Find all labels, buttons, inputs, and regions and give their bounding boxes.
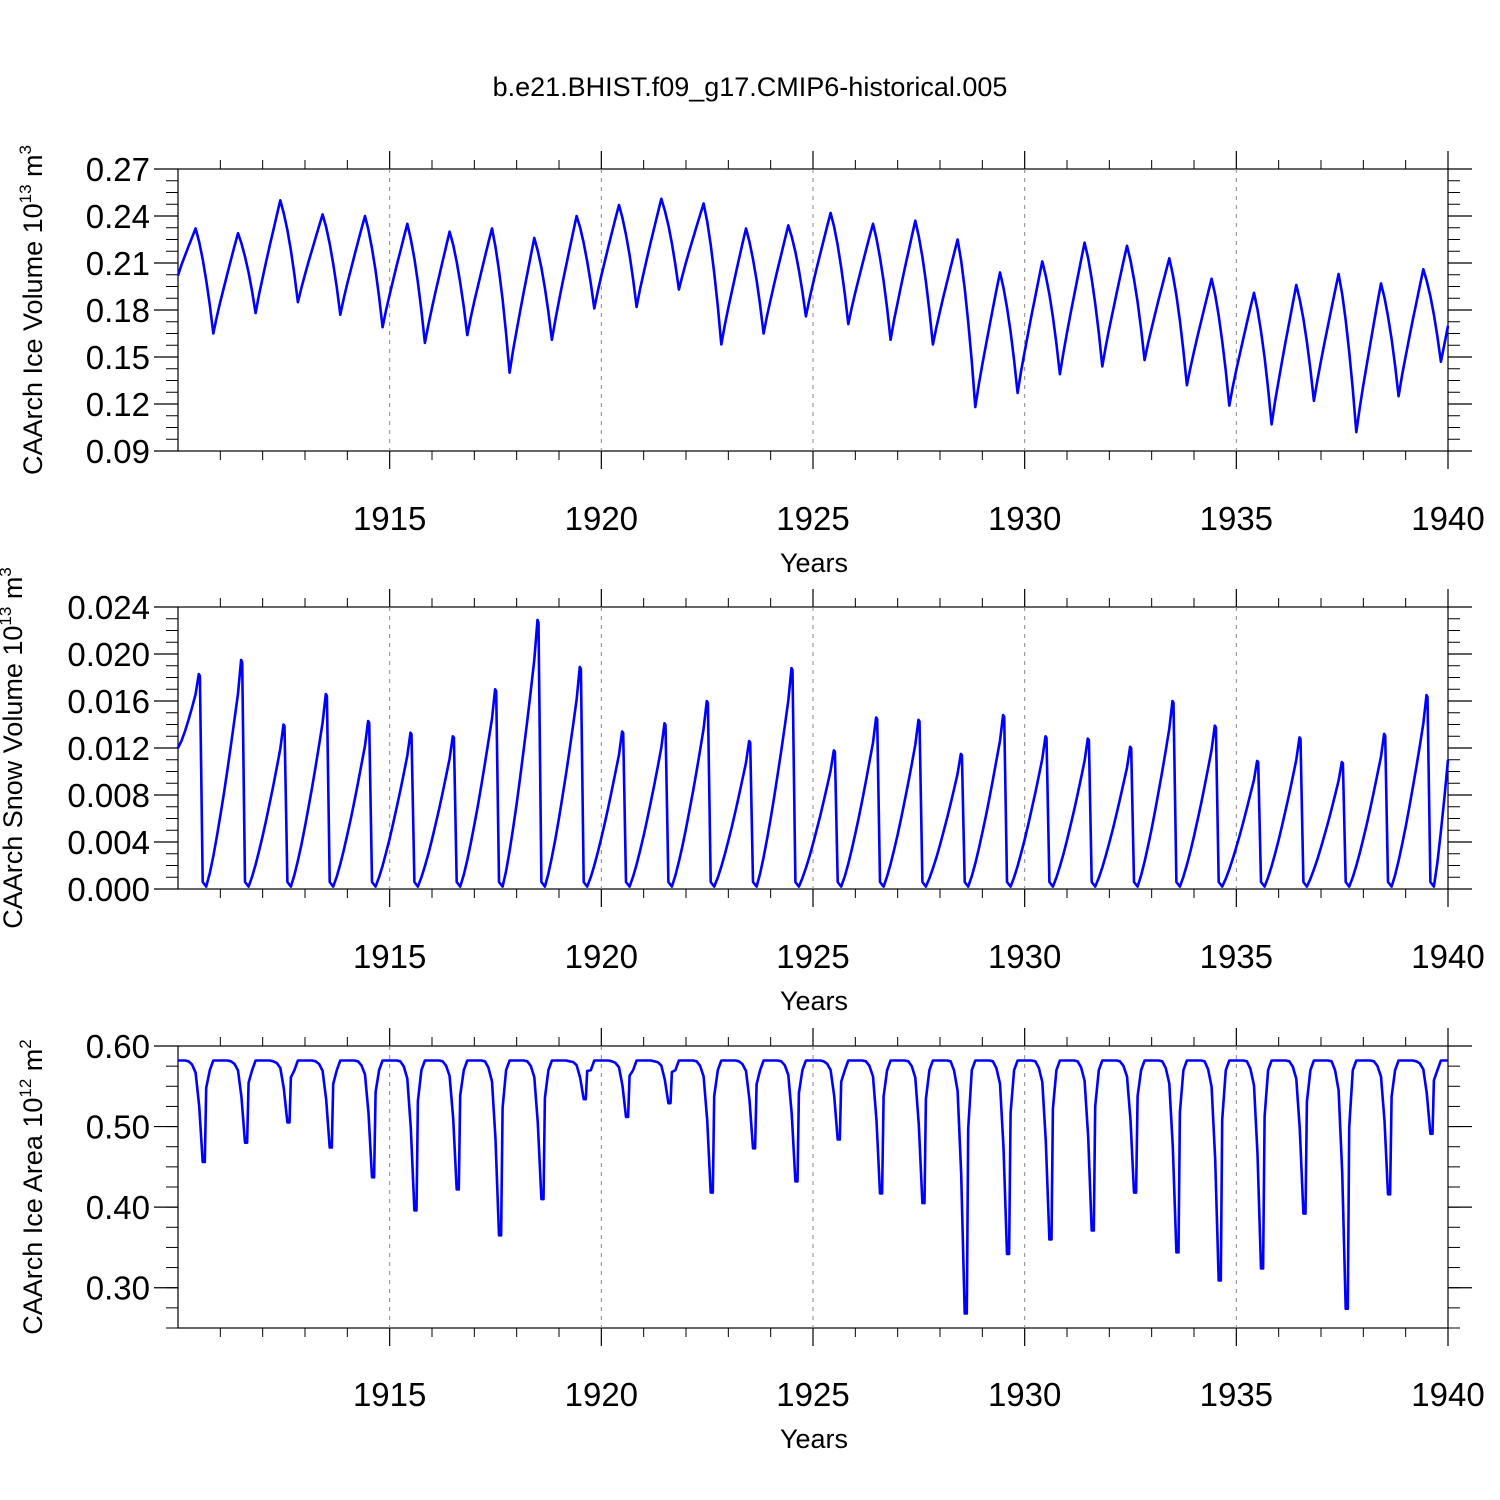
ice-area-y-tick-label: 0.30 xyxy=(86,1270,150,1307)
ice-area-y-label-base: CAArch Ice Area 10 xyxy=(18,1098,48,1335)
ice-area-x-axis-label: Years xyxy=(780,1424,848,1454)
ice-area-x-tick-label: 1930 xyxy=(988,1376,1061,1413)
snow-volume-x-tick-label: 1925 xyxy=(776,938,849,975)
ice-volume-y-label-base: CAArch Ice Volume 10 xyxy=(18,203,48,475)
ice-volume-x-tick-label: 1915 xyxy=(353,500,426,537)
snow-volume-x-tick-label: 1915 xyxy=(353,938,426,975)
ice-volume-panel: 1915 1920 1925 1930 1935 1940 0.09 0.12 0.15 0.18… xyxy=(16,145,1485,578)
ice-area-x-tick-label: 1935 xyxy=(1200,1376,1273,1413)
ice-area-y-axis-label: CAArch Ice Area 1012 m2 xyxy=(16,1039,48,1335)
snow-volume-y-label-unit: m xyxy=(0,577,28,607)
ice-volume-x-tick-label: 1930 xyxy=(988,500,1061,537)
ice-volume-x-tick-label: 1920 xyxy=(565,500,638,537)
snow-volume-y-tick-label: 0.020 xyxy=(67,636,150,673)
ice-area-x-tick-label: 1920 xyxy=(565,1376,638,1413)
ice-area-y-label-unit-exponent: 2 xyxy=(16,1039,35,1048)
ice-volume-y-tick-label: 0.18 xyxy=(86,292,150,329)
snow-volume-y-axis-label: CAArch Snow Volume 1013 m3 xyxy=(0,567,28,929)
ice-volume-y-tick-label: 0.15 xyxy=(86,339,150,376)
snow-volume-x-tick-label: 1940 xyxy=(1411,938,1484,975)
ice-area-y-label-unit: m xyxy=(18,1049,48,1079)
snow-volume-y-tick-label: 0.024 xyxy=(67,589,150,626)
snow-volume-x-tick-label: 1920 xyxy=(565,938,638,975)
ice-area-y-label-exponent: 12 xyxy=(16,1079,35,1098)
snow-volume-y-tick-label: 0.008 xyxy=(67,777,150,814)
ice-volume-y-tick-label: 0.09 xyxy=(86,433,150,470)
snow-volume-series-line xyxy=(176,618,1450,888)
ice-area-x-tick-label: 1940 xyxy=(1411,1376,1484,1413)
snow-volume-y-tick-label: 0.016 xyxy=(67,683,150,720)
ice-volume-y-label-unit-exponent: 3 xyxy=(16,145,35,154)
ice-volume-y-tick-label: 0.24 xyxy=(86,198,150,235)
snow-volume-panel: 1915 1920 1925 1930 1935 1940 0.000 0.004 0.008 0… xyxy=(0,567,1485,1016)
snow-volume-x-tick-label: 1935 xyxy=(1200,938,1273,975)
ice-volume-x-tick-label: 1925 xyxy=(776,500,849,537)
snow-volume-y-tick-label: 0.000 xyxy=(67,871,150,908)
ice-area-x-tick-label: 1925 xyxy=(776,1376,849,1413)
ice-volume-y-label-unit: m xyxy=(18,154,48,184)
snow-volume-x-tick-label: 1930 xyxy=(988,938,1061,975)
ice-volume-series-line xyxy=(176,197,1450,434)
ice-volume-x-tick-label: 1940 xyxy=(1411,500,1484,537)
ice-volume-y-tick-label: 0.27 xyxy=(86,151,150,188)
snow-volume-x-axis-label: Years xyxy=(780,986,848,1016)
snow-volume-y-tick-label: 0.004 xyxy=(67,824,150,861)
ice-area-y-tick-label: 0.60 xyxy=(86,1028,150,1065)
ice-area-panel: 1915 1920 1925 1930 1935 1940 0.30 0.40 0.50 0.60… xyxy=(16,1028,1485,1454)
ice-volume-y-tick-label: 0.12 xyxy=(86,386,150,423)
ice-area-y-tick-label: 0.40 xyxy=(86,1189,150,1226)
snow-volume-y-label-exponent: 13 xyxy=(0,607,15,626)
snow-volume-y-label-base: CAArch Snow Volume 10 xyxy=(0,626,28,929)
ice-area-y-tick-label: 0.50 xyxy=(86,1109,150,1146)
snow-volume-y-tick-label: 0.012 xyxy=(67,730,150,767)
ice-volume-x-tick-label: 1935 xyxy=(1200,500,1273,537)
ice-area-series-line xyxy=(178,1059,1448,1315)
figure-title: b.e21.BHIST.f09_g17.CMIP6-historical.005 xyxy=(493,72,1008,102)
ice-volume-y-tick-label: 0.21 xyxy=(86,245,150,282)
snow-volume-y-label-unit-exponent: 3 xyxy=(0,567,15,576)
ice-volume-y-label-exponent: 13 xyxy=(16,184,35,203)
ice-area-x-tick-label: 1915 xyxy=(353,1376,426,1413)
ice-volume-x-axis-label: Years xyxy=(780,548,848,578)
ice-volume-y-axis-label: CAArch Ice Volume 1013 m3 xyxy=(16,145,48,475)
